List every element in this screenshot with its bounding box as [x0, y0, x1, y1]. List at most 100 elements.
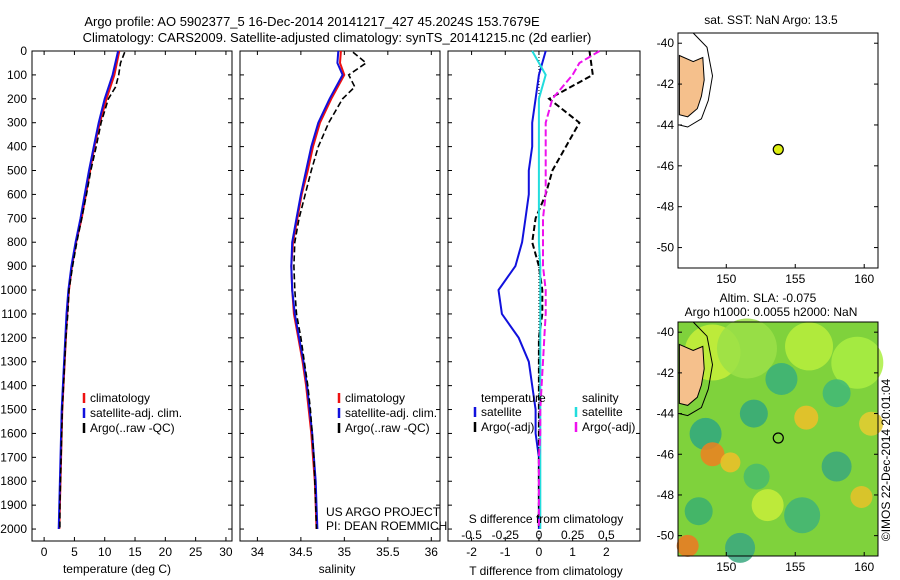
- secondary-tick-label: -0.5: [461, 528, 482, 542]
- x-tick-label: 35.5: [376, 545, 400, 559]
- sla-anomaly-patch: [822, 379, 851, 408]
- y-tick-label: 2000: [0, 522, 27, 536]
- x-tick-label: 15: [128, 545, 142, 559]
- figure-title-line1: Argo profile: AO 5902377_5 16-Dec-2014 2…: [84, 14, 540, 29]
- map-y-tick-label: -50: [657, 241, 675, 255]
- y-tick-label: 1800: [0, 474, 27, 488]
- map-y-tick-label: -50: [657, 529, 675, 543]
- sst-map-panel: 150 155 160 -40 -42 -44 -46 -48 -50: [657, 32, 879, 286]
- x-tick-label: 1: [569, 545, 576, 559]
- sla-anomaly-patch: [689, 417, 722, 450]
- x-tick-label: -2: [466, 545, 477, 559]
- map-y-tick-label: -42: [657, 77, 675, 91]
- x-tick-label: 35: [338, 545, 352, 559]
- legend-label: climatology: [345, 391, 405, 405]
- map-x-tick-label: 150: [716, 272, 736, 286]
- y-tick-label: 1700: [0, 450, 27, 464]
- sla-anomaly-patch: [794, 405, 819, 430]
- sla-anomaly-patch: [743, 463, 770, 490]
- sla-anomaly-patch: [716, 318, 777, 379]
- legend-label: climatology: [90, 391, 150, 405]
- y-tick-label: 500: [7, 164, 27, 178]
- map-y-tick-label: -44: [657, 407, 675, 421]
- y-tick-label: 1500: [0, 403, 27, 417]
- x-tick-label: 34.5: [289, 545, 313, 559]
- difference-panel: -2-1012-0.5-0.2500.250.5temperaturesalin…: [447, 50, 641, 559]
- map-x-tick-label: 155: [785, 560, 805, 574]
- y-tick-label: 300: [7, 116, 27, 130]
- sst-map-title: sat. SST: NaN Argo: 13.5: [704, 13, 838, 27]
- x-tick-label: 0: [536, 545, 543, 559]
- sla-anomaly-patch: [765, 362, 798, 395]
- map-frame: [677, 321, 879, 557]
- sla-anomaly-patch: [751, 489, 784, 522]
- y-tick-label: 1000: [0, 283, 27, 297]
- difference-xlabel: T difference from climatology: [469, 564, 623, 578]
- map-x-tick-label: 150: [716, 560, 736, 574]
- secondary-tick-label: 0.5: [598, 528, 615, 542]
- y-tick-label: 600: [7, 187, 27, 201]
- x-tick-label: 36: [425, 545, 439, 559]
- sla-anomaly-patch: [785, 322, 834, 371]
- series-line-argo: [59, 51, 126, 529]
- map-y-tick-label: -40: [657, 325, 675, 339]
- x-tick-label: 2: [603, 545, 610, 559]
- difference-secondary-xlabel: S difference from climatology: [469, 512, 624, 526]
- map-x-tick-label: 155: [785, 272, 805, 286]
- sla-anomaly-patch: [831, 336, 884, 389]
- sla-anomaly-patch: [784, 497, 821, 534]
- y-tick-label: 400: [7, 140, 27, 154]
- sla-anomaly-patch: [676, 534, 699, 557]
- map-y-tick-label: -48: [657, 200, 675, 214]
- y-tick-label: 900: [7, 259, 27, 273]
- map-y-tick-label: -44: [657, 118, 675, 132]
- y-tick-label: 1600: [0, 426, 27, 440]
- salinity-xlabel: salinity: [319, 562, 356, 576]
- series-line-argo: [293, 51, 368, 530]
- y-tick-label: 1100: [1, 307, 27, 321]
- y-tick-label: 100: [7, 68, 27, 82]
- float-position-marker: [772, 432, 784, 444]
- y-tick-label: 1900: [0, 498, 27, 512]
- plot-frame: [447, 50, 641, 542]
- legend-label: satellite: [481, 405, 522, 419]
- float-position-marker: [772, 143, 784, 156]
- timestamp-credit: ©IMOS 22-Dec-2014 20:01:04: [879, 379, 893, 542]
- legend-title-salinity: salinity: [582, 391, 619, 405]
- legend-label: Argo(..raw -QC): [345, 421, 430, 435]
- tasmania-land: [678, 54, 705, 118]
- sla-anomaly-patch: [850, 485, 873, 508]
- credit-pi: PI: DEAN ROEMMICH: [326, 519, 447, 533]
- sla-map-panel: 150 155 160 -40 -42 -44 -46 -48 -50: [657, 318, 884, 574]
- legend-title-temperature: temperature: [481, 391, 546, 405]
- legend-label: satellite: [582, 405, 623, 419]
- map-y-tick-label: -40: [657, 36, 675, 50]
- secondary-tick-label: 0.25: [561, 528, 585, 542]
- x-tick-label: 34: [251, 545, 265, 559]
- temperature-xlabel: temperature (deg C): [63, 562, 171, 576]
- y-tick-label: 0: [20, 44, 27, 58]
- x-tick-label: 25: [189, 545, 203, 559]
- map-x-tick-label: 160: [854, 272, 874, 286]
- sla-anomaly-patch: [821, 451, 852, 482]
- y-tick-label: 200: [7, 92, 27, 106]
- y-tick-label: 1300: [0, 355, 27, 369]
- legend-label: Argo(..raw -QC): [90, 421, 175, 435]
- sla-anomaly-patch: [720, 452, 741, 473]
- x-tick-label: -1: [500, 545, 511, 559]
- legend-label: Argo(-adj): [481, 420, 534, 434]
- map-y-tick-label: -42: [657, 366, 675, 380]
- plot-frame: [31, 50, 233, 542]
- x-tick-label: 5: [71, 545, 78, 559]
- map-y-tick-label: -46: [657, 447, 675, 461]
- y-tick-label: 1200: [0, 331, 27, 345]
- legend-label: satellite-adj. clim.: [345, 406, 437, 420]
- legend-label: Argo(-adj): [582, 420, 635, 434]
- figure-title-line2: Climatology: CARS2009. Satellite-adjuste…: [83, 30, 592, 45]
- sla-anomaly-patch: [725, 532, 756, 563]
- sla-anomaly-patch: [700, 442, 725, 467]
- shelf-contour: [679, 32, 714, 128]
- y-tick-label: 1400: [0, 379, 27, 393]
- legend-label: satellite-adj. clim.: [90, 406, 182, 420]
